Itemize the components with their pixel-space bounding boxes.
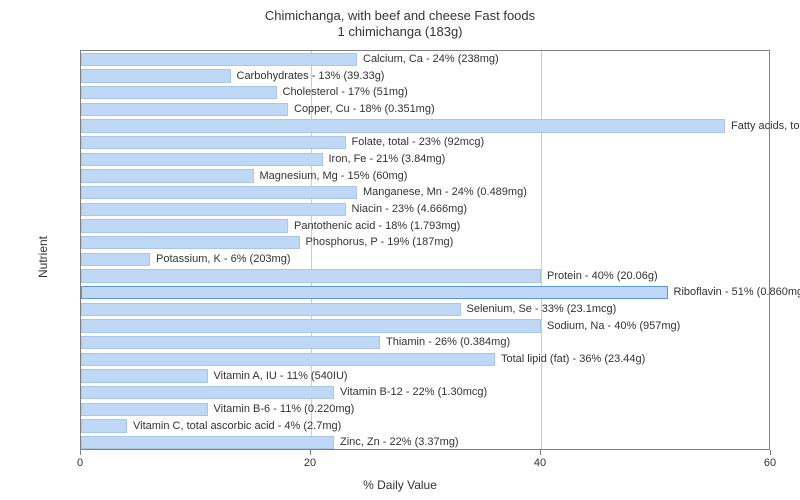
nutrient-bar — [81, 286, 668, 300]
nutrient-bar-label: Selenium, Se - 33% (23.1mcg) — [467, 304, 617, 315]
chart-title-line2: 1 chimichanga (183g) — [0, 24, 800, 40]
x-tick-label: 40 — [534, 457, 546, 469]
x-tick-label: 60 — [764, 457, 776, 469]
nutrient-bar — [81, 69, 231, 83]
nutrient-bar-label: Protein - 40% (20.06g) — [547, 271, 658, 282]
nutrient-chart: Chimichanga, with beef and cheese Fast f… — [0, 0, 800, 500]
nutrient-bar — [81, 419, 127, 433]
nutrient-bar-label: Vitamin A, IU - 11% (540IU) — [214, 371, 348, 382]
nutrient-bar-label: Riboflavin - 51% (0.860mg) — [674, 287, 800, 298]
nutrient-bar — [81, 153, 323, 167]
grid-line — [541, 51, 542, 449]
nutrient-bar-label: Copper, Cu - 18% (0.351mg) — [294, 104, 435, 115]
x-tick-mark — [80, 450, 81, 455]
nutrient-bar-label: Vitamin B-12 - 22% (1.30mcg) — [340, 387, 487, 398]
y-axis-label: Nutrient — [36, 236, 50, 278]
nutrient-bar — [81, 253, 150, 267]
nutrient-bar — [81, 369, 208, 383]
nutrient-bar-label: Folate, total - 23% (92mcg) — [352, 137, 485, 148]
nutrient-bar — [81, 386, 334, 400]
x-tick-mark — [540, 450, 541, 455]
nutrient-bar-label: Pantothenic acid - 18% (1.793mg) — [294, 221, 460, 232]
nutrient-bar-label: Total lipid (fat) - 36% (23.44g) — [501, 354, 645, 365]
nutrient-bar — [81, 403, 208, 417]
nutrient-bar — [81, 336, 380, 350]
x-tick-label: 20 — [304, 457, 316, 469]
nutrient-bar — [81, 119, 725, 133]
x-axis-label: % Daily Value — [0, 478, 800, 492]
nutrient-bar — [81, 203, 346, 217]
nutrient-bar — [81, 319, 541, 333]
x-tick-label: 0 — [77, 457, 83, 469]
nutrient-bar — [81, 303, 461, 317]
nutrient-bar — [81, 186, 357, 200]
nutrient-bar — [81, 136, 346, 150]
nutrient-bar-label: Carbohydrates - 13% (39.33g) — [237, 71, 385, 82]
nutrient-bar-label: Calcium, Ca - 24% (238mg) — [363, 54, 499, 65]
nutrient-bar-label: Potassium, K - 6% (203mg) — [156, 254, 291, 265]
nutrient-bar-label: Phosphorus, P - 19% (187mg) — [306, 237, 454, 248]
nutrient-bar-label: Thiamin - 26% (0.384mg) — [386, 337, 510, 348]
x-tick-mark — [310, 450, 311, 455]
nutrient-bar-label: Manganese, Mn - 24% (0.489mg) — [363, 187, 527, 198]
chart-title-line1: Chimichanga, with beef and cheese Fast f… — [0, 8, 800, 24]
nutrient-bar — [81, 219, 288, 233]
nutrient-bar — [81, 436, 334, 450]
nutrient-bar-label: Niacin - 23% (4.666mg) — [352, 204, 468, 215]
nutrient-bar — [81, 269, 541, 283]
x-tick-mark — [770, 450, 771, 455]
nutrient-bar-label: Magnesium, Mg - 15% (60mg) — [260, 171, 408, 182]
nutrient-bar-label: Zinc, Zn - 22% (3.37mg) — [340, 437, 459, 448]
nutrient-bar-label: Iron, Fe - 21% (3.84mg) — [329, 154, 446, 165]
nutrient-bar — [81, 169, 254, 183]
nutrient-bar — [81, 103, 288, 117]
chart-title: Chimichanga, with beef and cheese Fast f… — [0, 8, 800, 41]
nutrient-bar — [81, 86, 277, 100]
nutrient-bar-label: Sodium, Na - 40% (957mg) — [547, 321, 680, 332]
nutrient-bar-label: Vitamin C, total ascorbic acid - 4% (2.7… — [133, 421, 341, 432]
nutrient-bar — [81, 353, 495, 367]
nutrient-bar — [81, 53, 357, 67]
nutrient-bar — [81, 236, 300, 250]
nutrient-bar-label: Vitamin B-6 - 11% (0.220mg) — [214, 404, 355, 415]
nutrient-bar-label: Fatty acids, total saturated - 56% (11.1… — [731, 121, 800, 132]
nutrient-bar-label: Cholesterol - 17% (51mg) — [283, 87, 408, 98]
plot-area: Calcium, Ca - 24% (238mg) Carbohydrates -… — [80, 50, 770, 450]
